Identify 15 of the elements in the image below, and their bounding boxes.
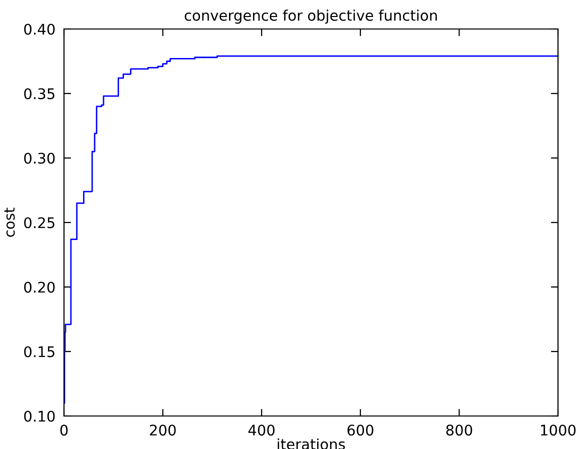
x-tick-label: 1000: [541, 424, 576, 436]
y-axis-title: cost: [4, 208, 15, 237]
x-tick-label: 0: [60, 424, 68, 436]
y-tick-label: 0.20: [24, 282, 55, 293]
y-tick-label: 0.35: [24, 88, 54, 100]
x-tick-label: 800: [446, 424, 472, 436]
x-tick-label: 200: [150, 424, 176, 436]
x-tick-label: 600: [348, 424, 374, 436]
y-tick-label: 0.10: [24, 410, 55, 422]
y-tick-label: 0.30: [24, 152, 55, 164]
x-tick-label: 400: [248, 424, 275, 436]
y-tick-label: 0.40: [24, 24, 55, 35]
chart-title: convergence for objective function: [184, 10, 437, 24]
y-tick-label: 0.25: [24, 217, 54, 228]
y-tick-label: 0.15: [24, 346, 54, 358]
